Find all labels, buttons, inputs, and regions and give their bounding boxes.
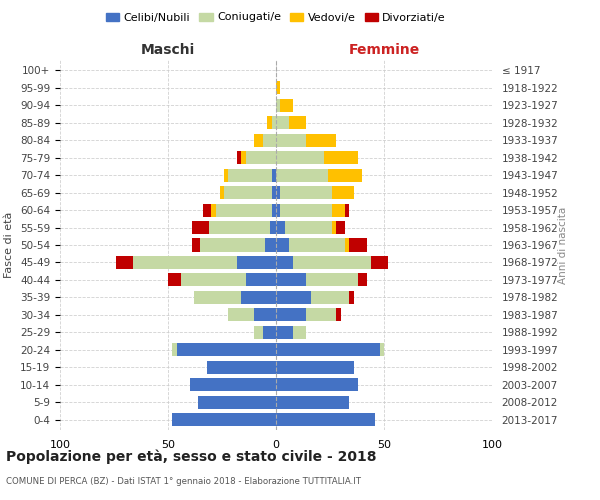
- Bar: [200, 238, 265, 252]
- Bar: [332, 204, 345, 216]
- Bar: [345, 204, 349, 216]
- Bar: [337, 308, 341, 322]
- Bar: [229, 168, 272, 181]
- Bar: [176, 343, 276, 356]
- Bar: [272, 116, 276, 130]
- Bar: [272, 186, 276, 199]
- Bar: [276, 116, 289, 130]
- Bar: [280, 204, 332, 216]
- Bar: [306, 274, 358, 286]
- Bar: [203, 204, 211, 216]
- Bar: [272, 204, 276, 216]
- Bar: [276, 343, 380, 356]
- Bar: [207, 360, 276, 374]
- Bar: [280, 99, 293, 112]
- Bar: [276, 99, 280, 112]
- Text: COMUNE DI PERCA (BZ) - Dati ISTAT 1° gennaio 2018 - Elaborazione TUTTITALIA.IT: COMUNE DI PERCA (BZ) - Dati ISTAT 1° gen…: [6, 478, 361, 486]
- Bar: [276, 238, 289, 252]
- Bar: [190, 378, 276, 391]
- Bar: [172, 413, 276, 426]
- Bar: [276, 151, 323, 164]
- Bar: [246, 274, 276, 286]
- Bar: [172, 343, 176, 356]
- Bar: [224, 186, 272, 199]
- Bar: [349, 291, 354, 304]
- Bar: [306, 308, 337, 322]
- Bar: [276, 274, 306, 286]
- Bar: [254, 308, 276, 322]
- Legend: Celibi/Nubili, Coniugati/e, Vedovi/e, Divorziati/e: Celibi/Nubili, Coniugati/e, Vedovi/e, Di…: [101, 8, 451, 27]
- Bar: [293, 256, 371, 269]
- Text: Popolazione per età, sesso e stato civile - 2018: Popolazione per età, sesso e stato civil…: [6, 450, 377, 464]
- Bar: [328, 168, 362, 181]
- Bar: [263, 326, 276, 339]
- Bar: [254, 326, 263, 339]
- Y-axis label: Fasce di età: Fasce di età: [4, 212, 14, 278]
- Bar: [311, 291, 349, 304]
- Bar: [198, 396, 276, 408]
- Bar: [246, 151, 276, 164]
- Bar: [133, 256, 237, 269]
- Bar: [276, 168, 328, 181]
- Bar: [241, 151, 246, 164]
- Bar: [276, 256, 293, 269]
- Bar: [209, 221, 269, 234]
- Bar: [194, 291, 241, 304]
- Bar: [323, 151, 358, 164]
- Bar: [332, 186, 354, 199]
- Bar: [276, 308, 306, 322]
- Bar: [276, 291, 311, 304]
- Text: Maschi: Maschi: [141, 42, 195, 56]
- Text: Femmine: Femmine: [349, 42, 419, 56]
- Bar: [345, 238, 349, 252]
- Bar: [224, 168, 229, 181]
- Bar: [276, 413, 376, 426]
- Bar: [380, 343, 384, 356]
- Bar: [254, 134, 263, 147]
- Bar: [237, 256, 276, 269]
- Bar: [241, 291, 276, 304]
- Bar: [116, 256, 133, 269]
- Bar: [349, 238, 367, 252]
- Bar: [268, 116, 272, 130]
- Bar: [237, 151, 241, 164]
- Bar: [269, 221, 276, 234]
- Bar: [192, 221, 209, 234]
- Bar: [280, 186, 332, 199]
- Bar: [276, 186, 280, 199]
- Bar: [276, 82, 280, 94]
- Bar: [211, 204, 215, 216]
- Bar: [276, 378, 358, 391]
- Bar: [229, 308, 254, 322]
- Bar: [192, 238, 200, 252]
- Bar: [293, 326, 306, 339]
- Bar: [276, 326, 293, 339]
- Bar: [168, 274, 181, 286]
- Bar: [371, 256, 388, 269]
- Bar: [332, 221, 337, 234]
- Bar: [276, 396, 349, 408]
- Bar: [272, 168, 276, 181]
- Bar: [276, 134, 306, 147]
- Y-axis label: Anni di nascita: Anni di nascita: [557, 206, 568, 284]
- Bar: [337, 221, 345, 234]
- Bar: [220, 186, 224, 199]
- Bar: [284, 221, 332, 234]
- Bar: [276, 204, 280, 216]
- Bar: [265, 238, 276, 252]
- Bar: [276, 221, 284, 234]
- Bar: [306, 134, 337, 147]
- Bar: [181, 274, 246, 286]
- Bar: [289, 116, 306, 130]
- Bar: [289, 238, 345, 252]
- Bar: [263, 134, 276, 147]
- Bar: [276, 360, 354, 374]
- Bar: [358, 274, 367, 286]
- Bar: [215, 204, 272, 216]
